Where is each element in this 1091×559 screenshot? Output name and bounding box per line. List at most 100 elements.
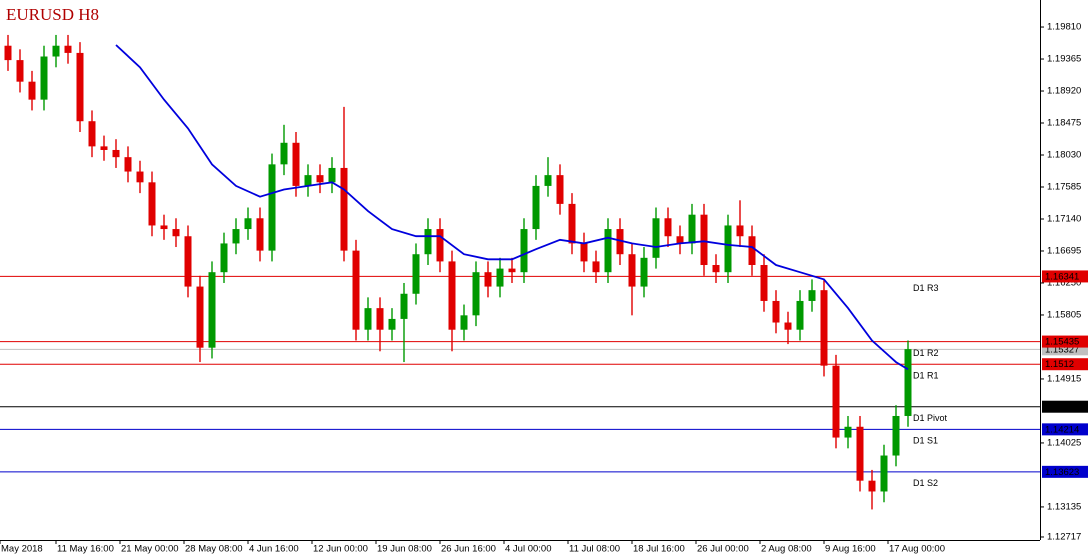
y-tick-label: 1.15805 [1047,309,1081,320]
candle-body [904,349,912,416]
x-tick-label: 11 May 16:00 [57,544,114,555]
candle-body [664,218,672,237]
candle-body [352,250,360,330]
candle-body [820,290,828,366]
candle-body [292,142,300,186]
x-tick-label: 28 May 08:00 [185,544,243,555]
price-tag [1042,423,1088,436]
candle-body [412,254,420,294]
candle-body [784,322,792,330]
y-tick-label: 1.16695 [1047,245,1081,256]
candle-body [460,315,468,330]
candle-body [580,243,588,262]
candle-body [64,45,72,53]
level-label: D1 Pivot [913,413,948,423]
candle-body [808,290,816,301]
candle-body [4,45,12,61]
candle-body [364,308,372,330]
candle-body [844,426,852,438]
candle-body [136,171,144,183]
candle-body [256,218,264,251]
y-tick-label: 1.14025 [1047,437,1081,448]
candle-body [880,455,888,492]
level-label: D1 R2 [913,348,939,358]
y-tick-label: 1.19365 [1047,54,1081,65]
x-tick-label: 4 Jun 16:00 [249,544,299,555]
y-tick-label: 1.14915 [1047,373,1081,384]
candle-body [208,272,216,348]
candle-body [520,229,528,273]
candle-body [568,203,576,244]
candle-body [268,164,276,251]
candle-body [196,286,204,348]
candle-body [796,300,804,330]
candle-body [712,265,720,273]
candle-body [868,480,876,492]
candle-body [436,229,444,262]
candle-body [124,157,132,172]
price-tag [1042,400,1088,413]
price-tag-label: 1.14214 [1045,424,1079,435]
price-tag [1042,465,1088,478]
moving-average [115,44,909,371]
candle-body [760,265,768,301]
candle-body [160,225,168,230]
x-tick-label: 11 Jul 08:00 [569,544,620,555]
y-tick-label: 1.18030 [1047,150,1081,161]
level-label: D1 S2 [913,478,938,488]
x-tick-label: 19 Jun 08:00 [377,544,432,555]
candle-body [652,218,660,258]
candle-body [88,121,96,147]
candle-body [148,182,156,226]
candle-body [232,229,240,244]
candle-body [748,236,756,266]
candle-body [700,214,708,266]
level-label: D1 R1 [913,371,939,381]
x-tick-label: 26 Jul 00:00 [697,544,749,555]
candle-body [100,146,108,150]
candle-body [472,272,480,316]
candle-body [52,45,60,57]
candle-body [628,254,636,287]
candle-body [556,175,564,204]
candle-body [76,52,84,122]
candle-body [544,175,552,186]
x-tick-label: 2 Aug 08:00 [761,544,812,555]
candle-body [424,229,432,255]
candle-body [16,60,24,82]
y-tick-label: 1.16250 [1047,277,1081,288]
candle-body [400,293,408,319]
candle-body [304,175,312,186]
y-tick-label: 1.12717 [1047,531,1081,542]
candle-body [772,300,780,323]
candle-body [484,272,492,287]
y-tick-label: 1.13135 [1047,501,1081,512]
candle-body [40,56,48,100]
candle-body [892,415,900,456]
chart-title: EURUSD H8 [6,5,99,24]
candle-body [28,81,36,100]
candle-body [496,268,504,287]
candle-body [172,229,180,237]
price-tag-label: 1.14529 [1045,402,1079,413]
candle-body [376,308,384,330]
candle-body [736,225,744,237]
candle-body [448,261,456,330]
price-tag-label: 1.15435 [1045,337,1079,348]
price-tag [1042,358,1088,371]
price-tag-label: 1.16341 [1045,271,1079,282]
x-tick-label: 21 May 00:00 [121,544,179,555]
candle-body [112,149,120,158]
x-tick-label: May 2018 [1,544,43,555]
candle-body [676,236,684,244]
x-tick-label: 9 Aug 16:00 [825,544,876,555]
y-tick-label: 1.19810 [1047,22,1081,33]
candle-body [688,214,696,244]
candle-body [616,229,624,255]
x-tick-label: 17 Aug 00:00 [889,544,945,555]
price-tag [1042,335,1088,348]
price-tag-label: 1.15327 [1045,344,1079,355]
candle-body [280,142,288,165]
